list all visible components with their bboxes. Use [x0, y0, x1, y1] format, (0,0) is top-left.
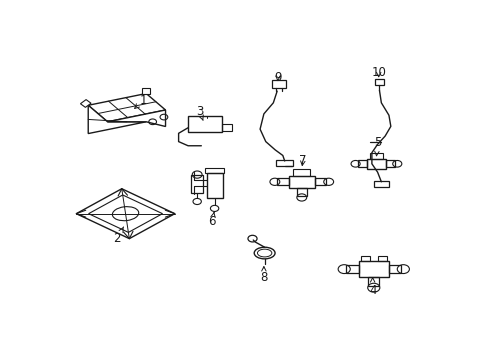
Bar	[377, 256, 386, 261]
Bar	[360, 256, 369, 261]
Bar	[369, 153, 383, 158]
Polygon shape	[107, 110, 165, 126]
Text: 7: 7	[299, 154, 306, 167]
Polygon shape	[142, 88, 150, 94]
Bar	[191, 175, 203, 193]
Bar	[188, 116, 222, 132]
Text: 5: 5	[373, 136, 381, 156]
Bar	[388, 265, 400, 273]
Polygon shape	[76, 189, 175, 239]
Text: 2: 2	[113, 227, 123, 245]
Bar	[277, 178, 288, 185]
Bar	[288, 176, 314, 188]
Bar	[358, 261, 388, 277]
Bar	[366, 158, 385, 169]
Ellipse shape	[254, 247, 274, 259]
Bar	[385, 161, 394, 167]
Polygon shape	[88, 94, 165, 122]
Text: 8: 8	[260, 267, 267, 284]
Bar	[346, 265, 358, 273]
Bar	[276, 160, 292, 166]
Bar	[357, 161, 366, 167]
Text: 4: 4	[368, 278, 376, 297]
Text: 1: 1	[134, 94, 147, 108]
Polygon shape	[81, 100, 91, 107]
Bar	[314, 178, 326, 185]
Bar	[296, 188, 306, 196]
Text: 9: 9	[274, 71, 281, 84]
Bar	[368, 277, 378, 286]
Ellipse shape	[112, 207, 139, 221]
Bar	[374, 79, 383, 85]
Text: 6: 6	[208, 212, 215, 229]
Bar	[272, 80, 285, 87]
Bar	[373, 181, 388, 187]
Text: 3: 3	[195, 105, 203, 121]
Bar	[204, 168, 224, 174]
Polygon shape	[88, 105, 146, 134]
Bar	[206, 174, 222, 198]
Text: 10: 10	[370, 66, 386, 79]
Bar	[293, 170, 309, 176]
Bar	[222, 125, 231, 131]
